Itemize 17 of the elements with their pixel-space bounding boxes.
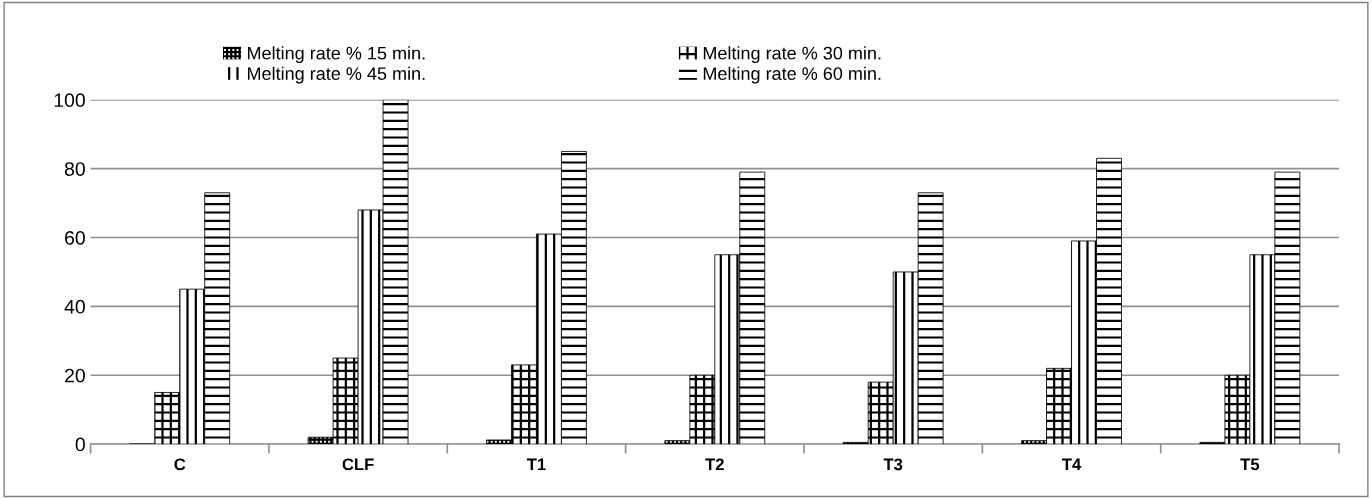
legend-label: Melting rate % 45 min. <box>247 66 425 84</box>
x-tick-label: C <box>174 458 186 471</box>
y-tick-label: 60 <box>65 230 85 245</box>
legend-label: Melting rate % 15 min. <box>247 46 425 64</box>
y-tick-label: 40 <box>64 299 85 314</box>
y-tick-label: 80 <box>64 162 85 176</box>
x-tick-label: T2 <box>705 458 724 471</box>
x-tick-label: T1 <box>526 458 546 471</box>
y-tick-label: 20 <box>65 368 85 383</box>
x-tick-label: CLF <box>342 458 374 471</box>
y-tick-label: 0 <box>75 437 85 452</box>
x-tick-label: T5 <box>1240 458 1260 471</box>
legend-label: Melting rate % 30 min. <box>703 46 881 64</box>
x-tick-label: T4 <box>1062 458 1082 471</box>
legend-label: Melting rate % 60 min. <box>703 66 881 84</box>
y-tick-label: 100 <box>54 93 85 108</box>
x-tick-label: T3 <box>883 458 903 471</box>
